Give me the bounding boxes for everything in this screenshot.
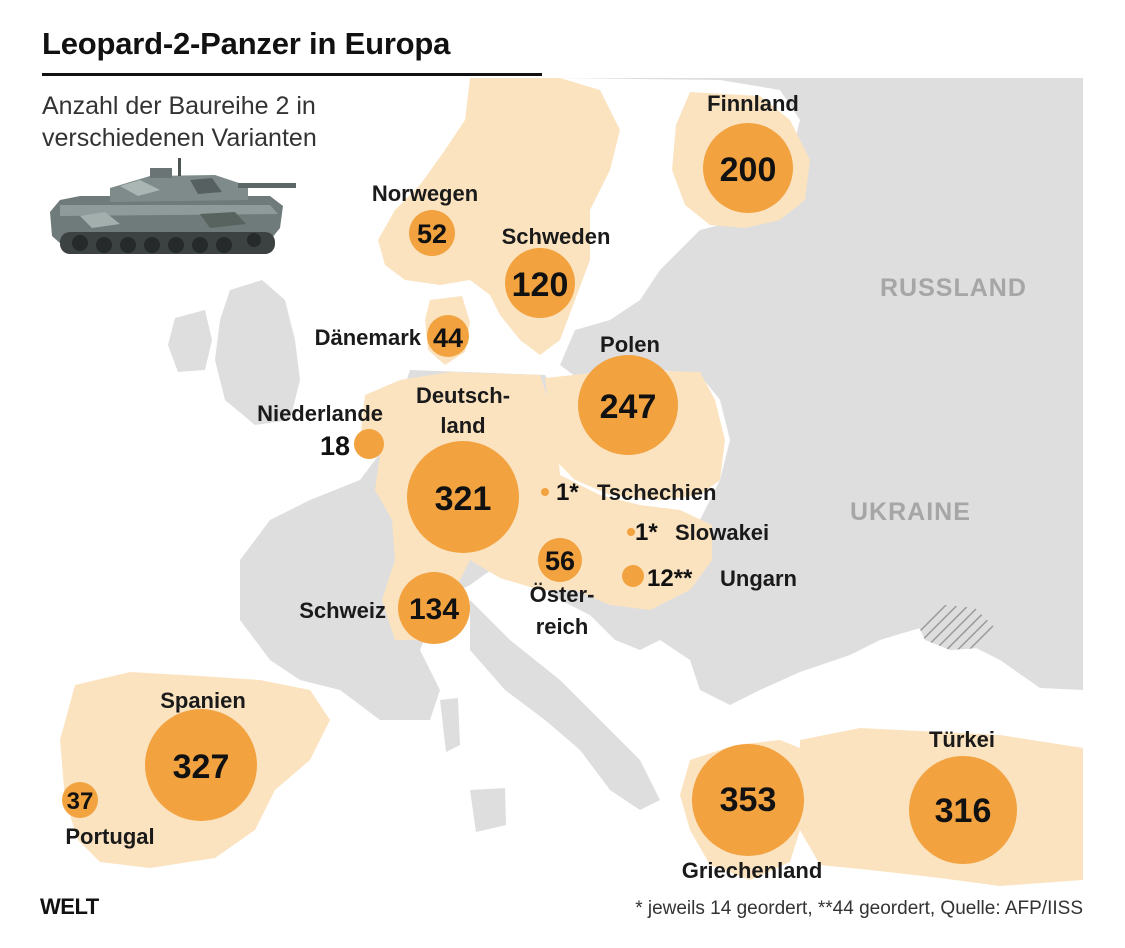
value-deutschland: 321: [435, 480, 492, 518]
label-deutschland-line2: land: [440, 413, 485, 438]
bubble-griechenland: [692, 744, 804, 856]
bubble-spanien: [145, 709, 257, 821]
bubble-ungarn: [622, 565, 644, 587]
label-schweden: Schweden: [502, 224, 611, 249]
value-schweiz: 134: [409, 593, 459, 626]
page-title: Leopard-2-Panzer in Europa: [42, 26, 451, 61]
label-portugal: Portugal: [65, 824, 154, 849]
value-griechenland: 353: [720, 781, 777, 819]
label-polen: Polen: [600, 332, 660, 357]
bubble-portugal: [62, 782, 98, 818]
bubble-niederlande: [354, 429, 384, 459]
subtitle: Anzahl der Baureihe 2 in verschiedenen V…: [42, 90, 402, 154]
value-ungarn: 12**: [647, 565, 693, 592]
label-tschechien: Tschechien: [597, 480, 716, 505]
bubble-norwegen: [409, 210, 455, 256]
value-oesterreich: 56: [545, 546, 575, 576]
label-spanien: Spanien: [160, 688, 246, 713]
bubble-finnland: [703, 123, 793, 213]
region-label-ukraine: UKRAINE: [850, 498, 971, 526]
label-ungarn: Ungarn: [720, 566, 797, 591]
label-griechenland: Griechenland: [682, 858, 823, 883]
value-portugal: 37: [67, 788, 94, 815]
bubble-deutschland: [407, 441, 519, 553]
subtitle-line-1: Anzahl der Baureihe 2 in: [42, 92, 316, 120]
label-finnland: Finnland: [707, 91, 799, 116]
label-schweiz: Schweiz: [299, 598, 386, 623]
title-rule: [42, 73, 542, 76]
bubble-tuerkei: [909, 756, 1017, 864]
source-footnote: * jeweils 14 geordert, **44 geordert, Qu…: [635, 898, 1083, 919]
label-slowakei: Slowakei: [675, 520, 769, 545]
value-schweden: 120: [512, 266, 569, 304]
value-norwegen: 52: [417, 219, 447, 249]
value-tuerkei: 316: [935, 792, 992, 830]
tank-illustration: [50, 158, 296, 254]
bubble-schweden: [505, 248, 575, 318]
bubble-polen: [578, 355, 678, 455]
bubble-tschechien: [541, 488, 549, 496]
label-niederlande: Niederlande: [257, 401, 383, 426]
region-label-russland: RUSSLAND: [880, 274, 1027, 302]
value-spanien: 327: [173, 748, 230, 786]
label-deutschland-line1: Deutsch-: [416, 383, 510, 408]
value-daenemark: 44: [433, 323, 463, 353]
subtitle-line-2: verschiedenen Varianten: [42, 124, 317, 152]
label-daenemark: Dänemark: [315, 325, 422, 350]
bubble-slowakei: [627, 528, 635, 536]
welt-logo: WELT: [40, 894, 99, 919]
label-oesterreich-line1: Öster-: [530, 582, 595, 607]
bubbles: [62, 123, 1017, 864]
label-oesterreich-line2: reich: [536, 614, 589, 639]
bubble-schweiz: [398, 572, 470, 644]
bubble-daenemark: [427, 315, 469, 357]
value-finnland: 200: [720, 151, 777, 189]
value-tschechien: 1*: [556, 479, 579, 506]
label-norwegen: Norwegen: [372, 181, 478, 206]
land-skandinavien: [378, 78, 620, 355]
label-tuerkei: Türkei: [929, 727, 995, 752]
value-niederlande: 18: [320, 431, 350, 461]
bubble-oesterreich: [538, 538, 582, 582]
crimea-hatched-area: [918, 605, 995, 650]
value-polen: 247: [600, 388, 657, 426]
value-slowakei: 1*: [635, 519, 658, 546]
